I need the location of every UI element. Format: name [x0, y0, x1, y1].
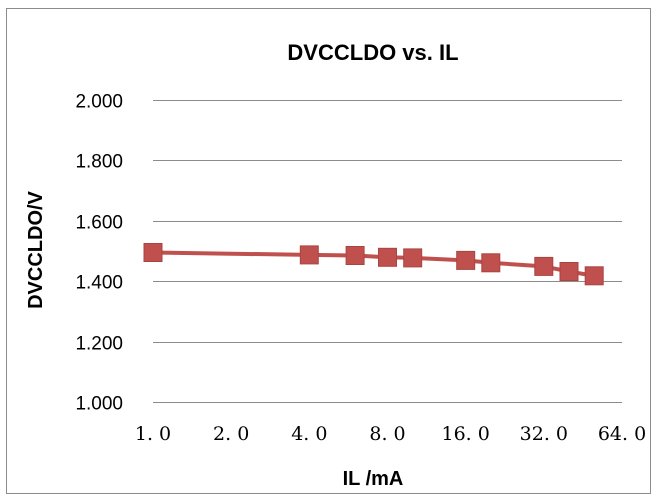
data-point-marker [345, 246, 365, 265]
x-tick-label: 2. 0 [213, 423, 249, 445]
y-tick-label: 1.600 [75, 213, 123, 234]
y-axis-label: DVCCLDO/V [25, 190, 47, 308]
data-point-marker [378, 247, 397, 267]
y-tick-labels: 1.000 1.200 1.400 1.600 1.800 2.000 [75, 92, 123, 415]
y-tick-label: 1.000 [75, 394, 123, 415]
y-tick-label: 1.800 [75, 152, 123, 173]
y-tick-label: 2.000 [75, 92, 123, 113]
chart-frame [6, 8, 651, 494]
data-point-marker [559, 262, 579, 281]
data-point-marker [481, 253, 501, 273]
gridlines [153, 100, 622, 403]
y-tick-label: 1.400 [75, 273, 123, 294]
data-point-marker [403, 248, 423, 268]
x-axis-label: IL /mA [343, 468, 404, 490]
x-tick-label: 8. 0 [369, 423, 405, 445]
data-point-marker [534, 256, 554, 276]
data-point-marker [143, 243, 163, 262]
y-tick-label: 1.200 [75, 334, 123, 355]
series-line [152, 250, 595, 278]
x-tick-labels: 1. 0 2. 0 4. 0 8. 0 16. 0 32. 0 64. 0 [135, 423, 646, 445]
x-tick-label: 4. 0 [291, 423, 327, 445]
x-tick-label: 16. 0 [441, 423, 489, 445]
x-tick-label: 1. 0 [135, 423, 171, 445]
series-group [143, 243, 604, 286]
chart-title: DVCCLDO vs. IL [287, 40, 458, 65]
x-tick-label: 64. 0 [598, 423, 646, 445]
x-tick-label: 32. 0 [520, 423, 568, 445]
data-point-marker [584, 266, 604, 286]
data-point-marker [299, 245, 319, 265]
data-point-marker [456, 250, 476, 270]
